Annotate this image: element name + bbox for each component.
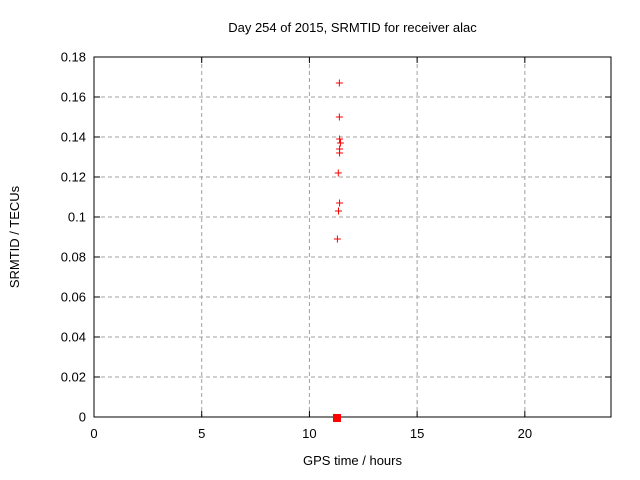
y-tick-label: 0.18 [61,50,86,65]
y-tick-label: 0.12 [61,170,86,185]
y-tick-label: 0.1 [68,210,86,225]
x-tick-label: 5 [198,426,205,441]
y-tick-label: 0.04 [61,330,86,345]
y-tick-label: 0.16 [61,90,86,105]
data-point-plus [334,207,342,215]
data-point-plus [334,169,342,177]
y-tick-label: 0 [79,410,86,425]
y-tick-label: 0.02 [61,370,86,385]
data-point-plus [336,135,344,143]
x-tick-label: 0 [90,426,97,441]
x-axis-label: GPS time / hours [303,453,402,468]
data-point-plus [336,149,344,157]
data-point-filled-square [332,414,341,422]
plot-border [93,56,612,418]
y-tick-label: 0.06 [61,290,86,305]
y-tick-label: 0.14 [61,130,86,145]
data-point-plus [336,199,344,207]
data-point-plus [335,79,343,87]
y-axis-label: SRMTID / TECUs [7,185,22,289]
data-point-plus [333,235,341,243]
data-point-plus [335,113,343,121]
x-tick-label: 20 [518,426,532,441]
data-point-plus [336,139,344,147]
x-tick-label: 10 [302,426,316,441]
chart-title: Day 254 of 2015, SRMTID for receiver ala… [228,20,477,35]
y-tick-label: 0.08 [61,250,86,265]
x-tick-label: 15 [410,426,424,441]
